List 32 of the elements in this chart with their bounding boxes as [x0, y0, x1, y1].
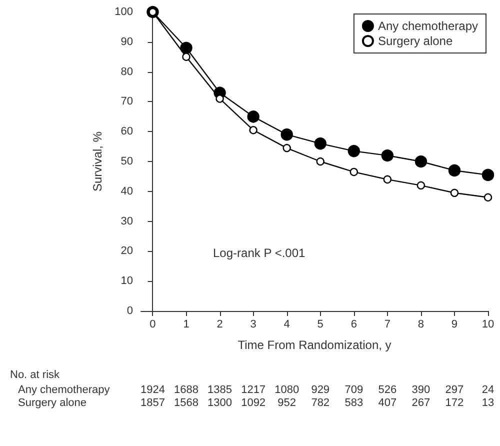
y-tick-label: 10: [120, 275, 133, 288]
text: 1924 1688 1385 1217 1080 929 709 526 390 297 24: [140, 384, 494, 396]
y-tick-label: 90: [120, 36, 133, 48]
x-tick-label: 5: [317, 318, 324, 330]
x-tick-label: 3: [250, 318, 256, 330]
text: 1857 1568 1300 1092 952 782 583 407 267 172 13: [140, 397, 494, 409]
text: No. at risk: [10, 369, 60, 381]
text: Any chemotherapy: [18, 384, 110, 396]
x-tick-label: 6: [350, 318, 357, 330]
legend-label: Surgery alone: [378, 34, 453, 48]
x-tick-label: 7: [384, 318, 390, 330]
text: Surgery alone: [18, 397, 86, 409]
y-tick-label: 20: [120, 245, 133, 258]
y-tick-label: 50: [120, 156, 133, 168]
legend-label: Any chemotherapy: [378, 19, 478, 33]
y-tick-label: 0: [126, 305, 133, 317]
y-tick-label: 70: [120, 96, 133, 108]
x-tick-label: 10: [482, 318, 494, 330]
y-tick-label: 60: [120, 126, 133, 138]
x-tick-label: 0: [150, 318, 156, 330]
x-tick-label: 9: [451, 318, 458, 330]
y-tick-label: 40: [120, 185, 133, 198]
x-axis-title: Time From Randomization, y: [238, 338, 392, 352]
x-tick-label: 2: [216, 318, 223, 330]
x-tick-label: 1: [183, 318, 190, 330]
annotation: Log-rank P <.001: [213, 246, 306, 260]
y-tick-label: 100: [114, 6, 133, 18]
y-axis-title: Survival, %: [90, 131, 105, 192]
x-tick-label: 8: [418, 318, 424, 330]
y-tick-label: 30: [120, 215, 133, 228]
y-tick-label: 80: [120, 66, 133, 78]
x-tick-label: 4: [284, 318, 290, 330]
